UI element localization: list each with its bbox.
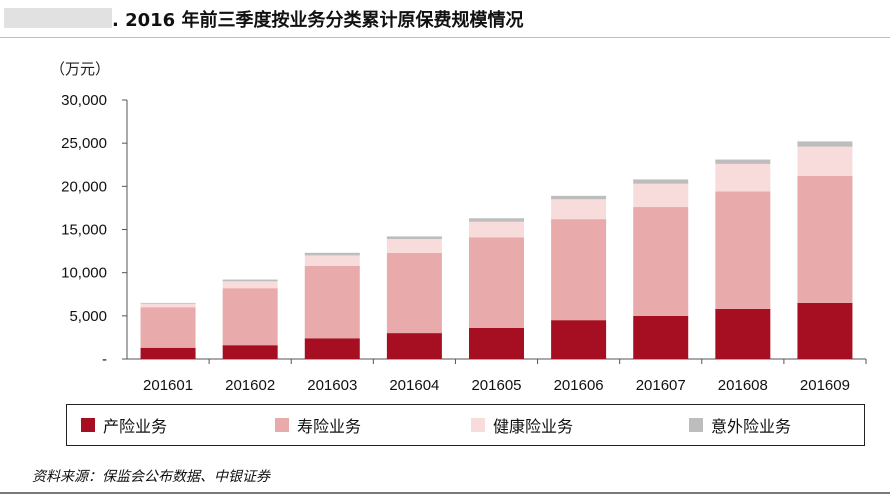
bar-segment bbox=[222, 281, 278, 289]
title-divider bbox=[0, 37, 890, 38]
x-tick-label: 201608 bbox=[718, 377, 768, 394]
bar-segment bbox=[797, 175, 853, 303]
y-tick-label: 15,000 bbox=[61, 222, 107, 239]
y-tick-label: 30,000 bbox=[61, 92, 107, 109]
legend-item: 产险业务 bbox=[81, 415, 168, 436]
bar-segment bbox=[469, 327, 524, 359]
y-tick-label: 20,000 bbox=[61, 178, 107, 195]
bar-segment bbox=[633, 179, 689, 184]
redacted-figure-label bbox=[4, 8, 112, 28]
stacked-bar-chart: 30,000 25,000 20,000 15,000 10,000 5,000 - 2016… bbox=[61, 92, 867, 394]
bar-segment bbox=[386, 252, 442, 334]
bar-segment bbox=[797, 146, 853, 176]
x-tick-label: 201609 bbox=[800, 377, 850, 394]
x-tick-label: 201601 bbox=[143, 377, 193, 394]
x-tick-label: 201606 bbox=[554, 377, 604, 394]
y-tick-label: 5,000 bbox=[69, 308, 107, 325]
bar-segment bbox=[140, 347, 196, 359]
bar-segment bbox=[633, 315, 689, 359]
legend-swatch bbox=[81, 418, 95, 432]
bar-segment bbox=[469, 221, 524, 238]
legend-label: 健康险业务 bbox=[493, 417, 574, 436]
chart-title: . 2016 年前三季度按业务分类累计原保费规模情况 bbox=[112, 10, 524, 31]
bar-segment bbox=[551, 320, 607, 359]
legend-label: 寿险业务 bbox=[297, 417, 362, 436]
legend-swatch bbox=[689, 418, 703, 432]
x-tick-label: 201603 bbox=[307, 377, 357, 394]
y-tick-label: - bbox=[102, 351, 107, 368]
bar-segment bbox=[386, 236, 442, 239]
bar-segment bbox=[551, 219, 607, 321]
bar-segment bbox=[469, 237, 524, 328]
x-tick-label: 201602 bbox=[225, 377, 275, 394]
source-note: 资料来源：保监会公布数据、中银证券 bbox=[32, 469, 270, 485]
y-tick-label: 25,000 bbox=[61, 135, 107, 152]
legend-item: 寿险业务 bbox=[275, 415, 362, 436]
bar-segment bbox=[715, 308, 771, 359]
y-axis-unit-label: （万元） bbox=[50, 60, 111, 78]
bar-segment bbox=[633, 183, 689, 208]
legend-item: 健康险业务 bbox=[471, 415, 574, 436]
bar-segment bbox=[469, 218, 524, 222]
x-tick-label: 201604 bbox=[389, 377, 439, 394]
legend-label: 意外险业务 bbox=[711, 417, 792, 436]
bar-segment bbox=[304, 255, 360, 266]
bar-segment bbox=[222, 279, 278, 282]
x-tick-label: 201605 bbox=[471, 377, 521, 394]
legend-item: 意外险业务 bbox=[689, 415, 792, 436]
bar-segment bbox=[797, 141, 853, 147]
bar-segment bbox=[304, 265, 360, 339]
bar-segment bbox=[551, 199, 607, 220]
bar-segment bbox=[715, 191, 771, 309]
bar-segment bbox=[222, 288, 278, 346]
bar-segment bbox=[140, 303, 196, 308]
bar-segment bbox=[222, 345, 278, 359]
bar-segment bbox=[715, 163, 771, 192]
bar-segment bbox=[140, 307, 196, 348]
bar-segment bbox=[304, 252, 360, 256]
legend-swatch bbox=[275, 418, 289, 432]
legend-label: 产险业务 bbox=[103, 417, 168, 436]
bar-segment bbox=[715, 159, 771, 164]
legend-swatch bbox=[471, 418, 485, 432]
bottom-divider bbox=[0, 492, 890, 494]
y-tick-label: 10,000 bbox=[61, 265, 107, 282]
chart-legend: 产险业务 寿险业务 健康险业务 意外险业务 bbox=[66, 404, 865, 446]
bar-segment bbox=[304, 338, 360, 359]
bar-segment bbox=[551, 195, 607, 200]
x-tick-label: 201607 bbox=[636, 377, 686, 394]
bar-segment bbox=[633, 207, 689, 316]
bar-segment bbox=[386, 333, 442, 359]
bar-segment bbox=[386, 238, 442, 253]
title-bar: . 2016 年前三季度按业务分类累计原保费规模情况 bbox=[0, 0, 890, 36]
bar-segment bbox=[140, 302, 196, 304]
bar-segment bbox=[797, 302, 853, 359]
